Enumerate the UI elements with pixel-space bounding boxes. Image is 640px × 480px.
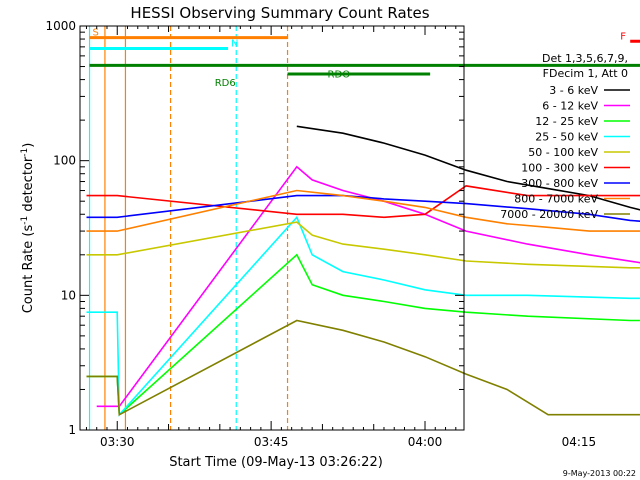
series-line-4 — [86, 215, 640, 417]
legend-label-1: 3 - 6 keV — [549, 84, 598, 97]
y-axis-label-part-2: detector — [21, 156, 36, 216]
flag-label-s: S — [93, 28, 99, 39]
series-line-7 — [86, 194, 640, 223]
y-axis-ticks: 1 10 100 1000 — [45, 19, 464, 437]
x-tick-label: 04:00 — [408, 435, 443, 449]
x-axis-label: Start Time (09-May-13 03:26:22) — [169, 455, 383, 470]
legend-label-2: 6 - 12 keV — [542, 100, 598, 113]
flag-bars-group: S N F RDO RD6 — [89, 28, 640, 89]
y-tick-label: 1 — [68, 423, 76, 437]
bar-label-rdo: RDO — [328, 69, 351, 80]
legend-label-4: 25 - 50 keV — [535, 131, 598, 144]
legend-label-7: 300 - 800 keV — [521, 177, 598, 190]
legend-label-9: 7000 - 20000 keV — [500, 208, 598, 221]
flag-label-n: N — [231, 39, 238, 50]
y-axis-label: Count Rate (s-1 detector-1) — [20, 143, 36, 314]
y-axis-label-part-1: Count Rate (s — [21, 225, 36, 314]
plot-frame — [79, 25, 465, 431]
footer-date: 9-May-2013 00:22 — [563, 469, 636, 478]
y-axis-label-sup-1: -1 — [20, 216, 30, 225]
series-line-9 — [86, 319, 640, 416]
legend-label-3: 12 - 25 keV — [535, 115, 598, 128]
y-axis-label-sup-2: -1 — [20, 148, 30, 157]
y-axis-label-part-3: ) — [21, 143, 36, 148]
x-tick-label: 04:15 — [562, 435, 597, 449]
chart-title: HESSI Observing Summary Count Rates — [130, 4, 429, 22]
series-group — [86, 125, 640, 417]
series-line-8 — [86, 189, 640, 232]
series-line-3 — [86, 253, 640, 417]
legend-label-8: 800 - 7000 keV — [514, 193, 598, 206]
series-line-1 — [296, 125, 640, 211]
legend: Det 1,3,5,6,7,9, FDecim 1, Att 0 3 - 6 k… — [500, 52, 630, 221]
x-tick-label: 03:45 — [254, 435, 289, 449]
series-line-5 — [86, 221, 640, 269]
legend-header-1: Det 1,3,5,6,7,9, — [542, 52, 628, 65]
y-tick-label: 10 — [61, 288, 76, 302]
y-tick-label: 100 — [53, 154, 76, 168]
y-tick-label: 1000 — [45, 19, 76, 33]
legend-label-6: 100 - 300 keV — [521, 162, 598, 175]
x-tick-label: 03:30 — [100, 435, 135, 449]
flag-label-f: F — [620, 31, 626, 42]
legend-label-5: 50 - 100 keV — [528, 146, 598, 159]
legend-header-2: FDecim 1, Att 0 — [543, 67, 628, 80]
bar-label-rd6: RD6 — [215, 78, 236, 89]
series-line-2 — [96, 165, 640, 408]
series-line-6 — [86, 185, 640, 219]
